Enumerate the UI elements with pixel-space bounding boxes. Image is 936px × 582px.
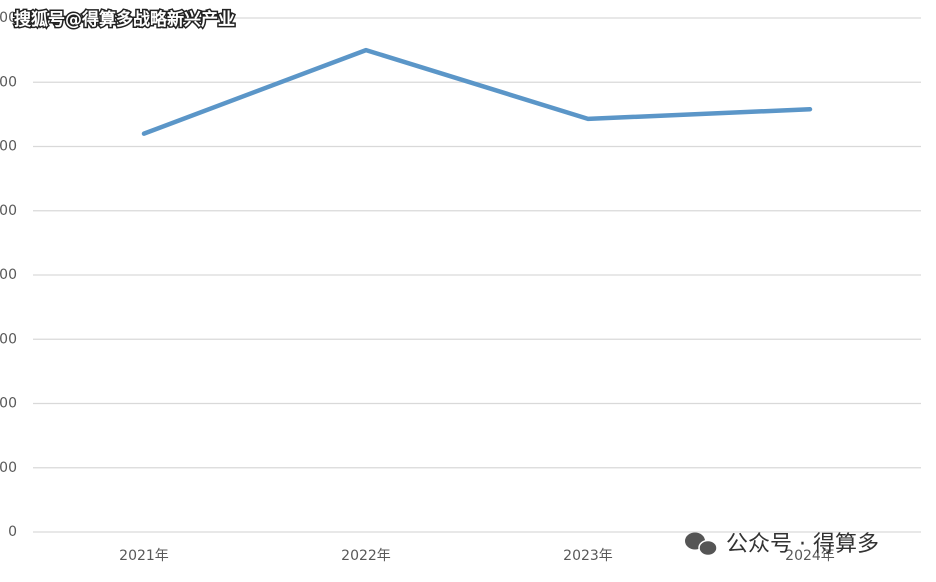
data-line xyxy=(141,47,813,136)
x-tick-label: 2024年 xyxy=(785,548,835,564)
wechat-icon xyxy=(685,532,718,557)
y-tick-label: 500 xyxy=(0,203,17,219)
y-tick-label: 0 xyxy=(8,524,17,540)
y-tick-label: 400 xyxy=(0,267,17,283)
y-tick-label: 800 xyxy=(0,10,17,26)
y-tick-label: 200 xyxy=(0,396,17,412)
y-tick-label: 700 xyxy=(0,74,17,90)
y-tick-label: 300 xyxy=(0,331,17,347)
watermark: 搜狐号@得算多战略新兴产业 xyxy=(14,9,235,30)
x-tick-label: 2022年 xyxy=(341,548,391,564)
y-tick-label: 600 xyxy=(0,139,17,155)
x-tick-label: 2021年 xyxy=(119,548,169,564)
y-tick-label: 100 xyxy=(0,460,17,476)
watermark: 公众号 · 得算多 xyxy=(726,532,879,557)
x-tick-label: 2023年 xyxy=(563,548,613,564)
